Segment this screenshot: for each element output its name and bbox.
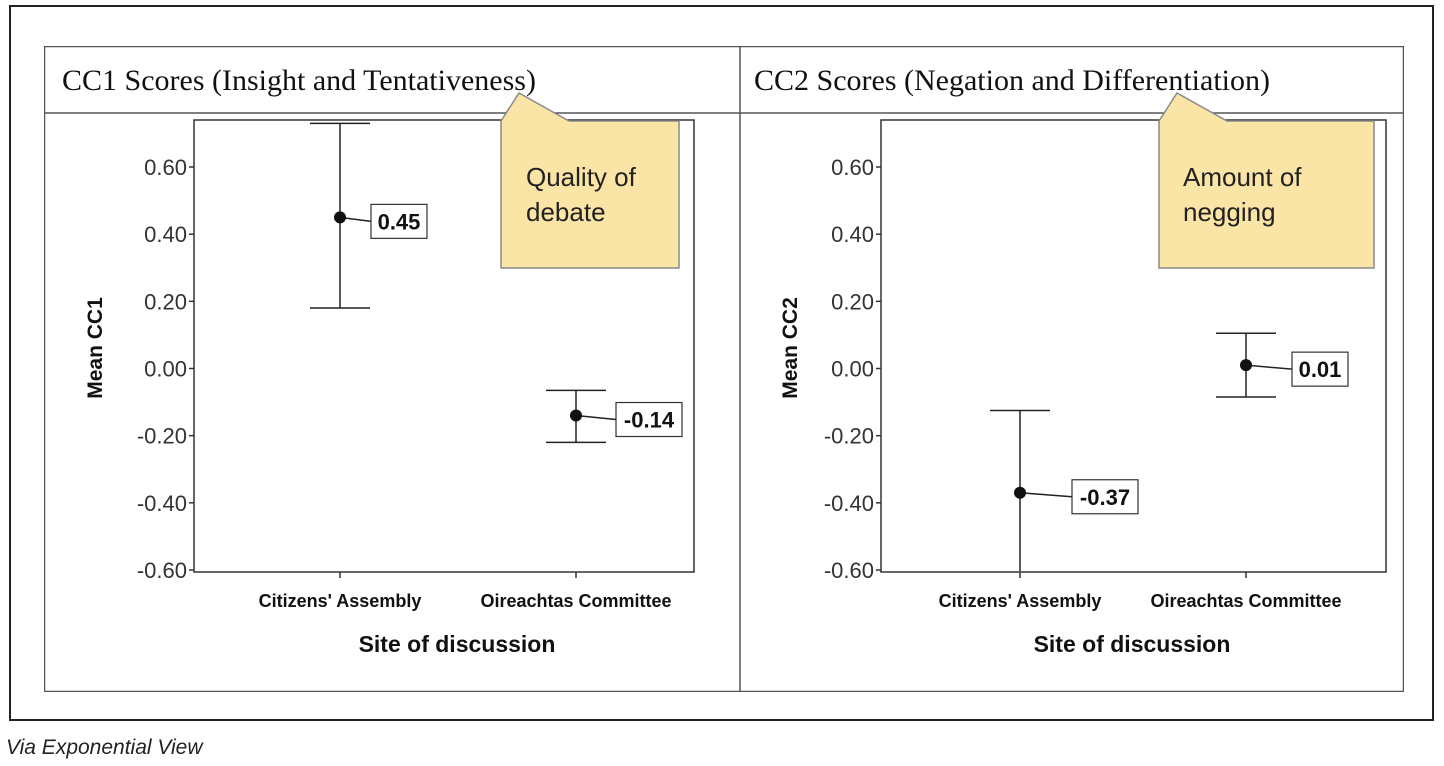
y-axis-label: Mean CC1 — [84, 297, 107, 399]
y-tick-label: 0.20 — [831, 289, 874, 314]
y-tick-label: -0.20 — [137, 424, 187, 449]
mean-label-box — [1291, 351, 1349, 387]
mean-label: -0.14 — [624, 408, 675, 433]
figure-frame — [9, 5, 1434, 721]
figure-border — [44, 46, 1404, 692]
y-tick-label: 0.40 — [831, 222, 874, 247]
mean-label: -0.37 — [1080, 485, 1130, 510]
x-axis: Citizens' Assembly Oireachtas Committee — [259, 572, 672, 611]
y-tick-label: -0.40 — [137, 491, 187, 516]
plot-area — [880, 119, 1387, 573]
chart-title: CC2 Scores (Negation and Differentiation… — [754, 64, 1270, 97]
y-tick-label: -0.60 — [824, 558, 874, 583]
mean-point — [570, 409, 582, 422]
source-credit: Via Exponential View — [6, 736, 203, 759]
callout-line-1: Amount of — [1183, 162, 1302, 192]
callout-note: Quality of debate — [500, 92, 680, 269]
mean-point — [1240, 359, 1252, 372]
chart-panel-cc1: CC1 Scores (Insight and Tentativeness) 0… — [62, 64, 695, 657]
y-tick-label: 0.00 — [831, 357, 874, 382]
callout-box — [1158, 92, 1375, 269]
callout-line-2: negging — [1183, 197, 1276, 227]
plot-area — [193, 119, 695, 573]
x-tick-label: Citizens' Assembly — [259, 591, 422, 611]
mean-label: 0.45 — [378, 209, 421, 234]
y-tick-label: -0.60 — [137, 558, 187, 583]
label-leader — [1245, 364, 1293, 370]
callout-note: Amount of negging — [1158, 92, 1375, 269]
x-tick-label: Citizens' Assembly — [939, 591, 1102, 611]
y-tick-label: 0.20 — [144, 289, 187, 314]
mean-label: 0.01 — [1299, 357, 1342, 382]
x-axis: Citizens' Assembly Oireachtas Committee — [939, 572, 1342, 611]
y-tick-label: 0.60 — [144, 155, 187, 180]
y-tick-label: 0.40 — [144, 222, 187, 247]
x-tick-label: Oireachtas Committee — [480, 591, 671, 611]
y-tick-label: 0.00 — [144, 357, 187, 382]
y-tick-label: -0.40 — [824, 491, 874, 516]
mean-label-box — [615, 401, 683, 438]
y-axis-label: Mean CC2 — [779, 297, 802, 399]
y-tick-label: 0.60 — [831, 155, 874, 180]
x-axis-label: Site of discussion — [1034, 631, 1231, 657]
callout-box — [500, 92, 680, 269]
chart-title: CC1 Scores (Insight and Tentativeness) — [62, 64, 536, 97]
x-axis-label: Site of discussion — [359, 631, 556, 657]
callout-line-2: debate — [526, 197, 606, 227]
mean-point — [334, 211, 346, 224]
x-tick-label: Oireachtas Committee — [1150, 591, 1341, 611]
mean-label-box — [370, 203, 428, 239]
y-tick-label: -0.20 — [824, 424, 874, 449]
label-leader — [1019, 492, 1073, 498]
y-axis: 0.60 0.40 0.20 0.00 -0.20 -0.40 -0.60 — [137, 155, 194, 583]
callout-line-1: Quality of — [526, 162, 637, 192]
y-axis: 0.60 0.40 0.20 0.00 -0.20 -0.40 -0.60 — [824, 155, 881, 583]
label-leader — [575, 414, 617, 421]
mean-label-box — [1071, 479, 1139, 515]
chart-panel-cc2: CC2 Scores (Negation and Differentiation… — [754, 64, 1387, 657]
chart-figure: CC1 Scores (Insight and Tentativeness) 0… — [44, 46, 1404, 692]
mean-point — [1014, 486, 1026, 499]
data-marks: 0.45 -0.14 — [310, 122, 683, 444]
data-marks: -0.37 0.01 — [990, 332, 1349, 571]
